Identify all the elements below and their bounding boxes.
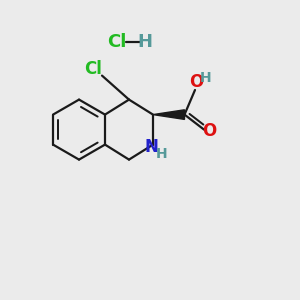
Text: Cl: Cl [84,60,102,78]
Text: H: H [200,71,211,85]
Text: H: H [137,33,152,51]
Text: O: O [189,73,204,91]
Polygon shape [153,110,184,119]
Text: N: N [145,138,158,156]
Text: H: H [156,147,168,160]
Text: O: O [202,122,217,140]
Text: Cl: Cl [107,33,127,51]
